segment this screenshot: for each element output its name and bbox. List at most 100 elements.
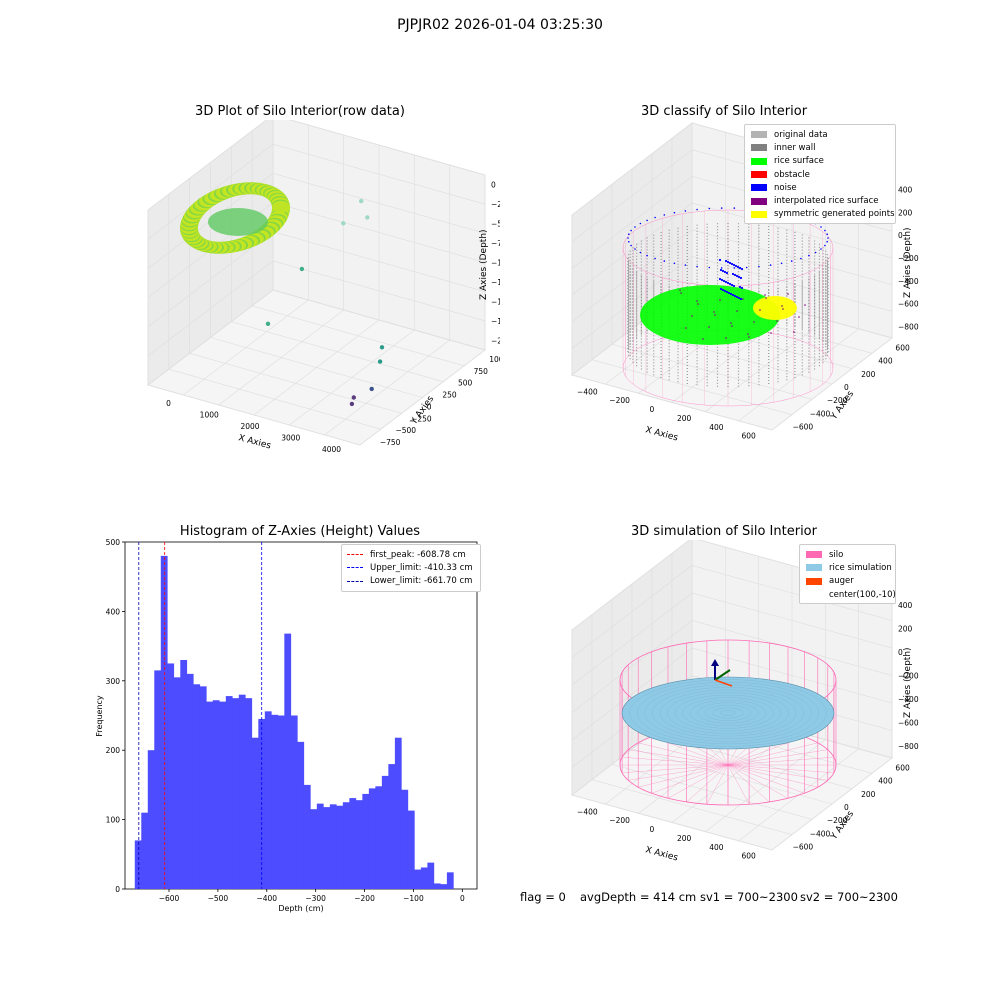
panel2-ztick: −600 (898, 300, 919, 309)
panel2-ytick: −600 (793, 422, 814, 431)
raw-point (272, 200, 290, 213)
noise-point (726, 281, 730, 285)
legend-swatch-rice-surface (751, 157, 767, 165)
legend-line-upper (347, 567, 363, 569)
panel3-ylabel: Frequency (95, 695, 104, 737)
xtick-label: −100 (403, 894, 424, 903)
panel2-ytick: −200 (827, 396, 848, 405)
xtick-label: −200 (354, 894, 375, 903)
histogram-bar (290, 715, 298, 889)
panel2-zlabel: Z Axies (Depth) (903, 227, 913, 298)
histogram-bar (368, 788, 376, 889)
interpolated-point (731, 325, 733, 327)
histogram-bar (446, 872, 454, 889)
noise-point (820, 226, 822, 228)
legend-swatch-auger (806, 577, 822, 585)
silo-floor-spoke (727, 749, 828, 766)
histogram-bar (329, 804, 337, 889)
noise-point (827, 237, 829, 239)
noise-point (719, 268, 723, 272)
rice-mesh-line (667, 692, 789, 734)
silo-floor-spoke (727, 764, 770, 803)
panel4-plot: −400−2000200400600−600−400−2000200400600… (570, 540, 919, 864)
panel1-outliers (265, 198, 385, 407)
histogram-bar (264, 711, 272, 889)
ytick-label: 100 (106, 816, 121, 825)
noise-point (826, 233, 828, 235)
histogram-bar (303, 784, 311, 889)
panel1-xtick: 2000 (240, 422, 259, 431)
histogram-bar (277, 715, 285, 889)
noise-point (684, 264, 687, 266)
interpolated-point (804, 304, 806, 306)
histogram-bar (414, 869, 422, 889)
panel1-ztick: −1750 (491, 317, 500, 326)
panel4-ylabel: Y Axies (829, 809, 857, 842)
panel1-title: 3D Plot of Silo Interior(row data) (195, 104, 405, 119)
panel1-ytick: 750 (474, 367, 489, 376)
panel2-xtick: 600 (741, 432, 756, 441)
histogram-bar (238, 694, 246, 889)
noise-point (740, 267, 744, 271)
interpolated-point (759, 309, 761, 311)
noise-point (718, 277, 722, 281)
interpolated-point (697, 303, 699, 305)
noise-point (769, 264, 772, 266)
noise-point (639, 251, 642, 254)
legend-swatch-obstacle (751, 171, 767, 179)
panel3-xticks: −600 −500 −400 −300 −200 −100 0 (159, 889, 465, 903)
panel4-ztick: −200 (898, 672, 919, 681)
rice-mesh-line (636, 681, 820, 745)
xtick-label: −300 (305, 894, 326, 903)
noise-point (740, 286, 744, 290)
noise-point (720, 278, 724, 282)
interpolated-point (708, 326, 710, 328)
panel1-ytick: 1000 (489, 355, 500, 364)
histogram-bar (362, 793, 370, 889)
legend-swatch-interpolated (751, 197, 767, 205)
noise-point (729, 292, 733, 296)
panel4-ytick: 0 (844, 803, 849, 812)
legend-swatch-noise (751, 184, 767, 192)
noise-point (739, 297, 743, 301)
panel4-ticks: −400−2000200400600−600−400−2000200400600… (577, 601, 919, 861)
panel1-ztick: −750 (491, 239, 500, 248)
histogram-bar (206, 701, 214, 889)
panel2-ylabel: Y Axies (829, 389, 857, 422)
grid-line (252, 305, 465, 367)
outlier-point (365, 215, 370, 220)
panel1-zlabel: Z Axies (Depth) (479, 229, 489, 300)
panel3-legend: first_peak: -608.78 cm Upper_limit: -410… (341, 544, 481, 592)
interpolated-point (679, 289, 681, 291)
outlier-point (265, 321, 271, 326)
silo-floor-spoke (727, 764, 789, 799)
grid-line (571, 592, 893, 686)
noise-point (639, 222, 642, 225)
noise-point (824, 244, 826, 247)
noise-point (736, 265, 740, 269)
noise-point (696, 265, 698, 268)
silo-floor-spoke (638, 764, 729, 788)
ytick-label: 0 (115, 885, 120, 894)
noise-point (722, 279, 726, 283)
panel1-ztick: −2000 (491, 336, 500, 345)
noise-point (728, 282, 732, 286)
panel1-ytick: −500 (395, 426, 416, 435)
noise-point (673, 262, 676, 265)
panel3-yticks: 0 100 200 300 400 500 (106, 538, 125, 894)
interpolated-point (702, 338, 704, 340)
ytick-label: 500 (106, 538, 121, 547)
panel2-xtick: −200 (609, 396, 630, 405)
xtick-label: −500 (208, 894, 229, 903)
panel4-xtick: 400 (709, 843, 724, 852)
panel1-xtick: 0 (166, 399, 171, 408)
interpolated-point (781, 305, 783, 307)
panel2-plot: −400−2000200400600−600−400−2000200400600… (570, 121, 919, 444)
noise-point (634, 226, 636, 228)
noise-point (820, 248, 822, 250)
panel4-ztick: −800 (898, 742, 919, 751)
histogram-bar (147, 750, 155, 889)
noise-point (814, 251, 817, 254)
histogram-bar (323, 807, 331, 889)
outlier-point (359, 198, 364, 204)
